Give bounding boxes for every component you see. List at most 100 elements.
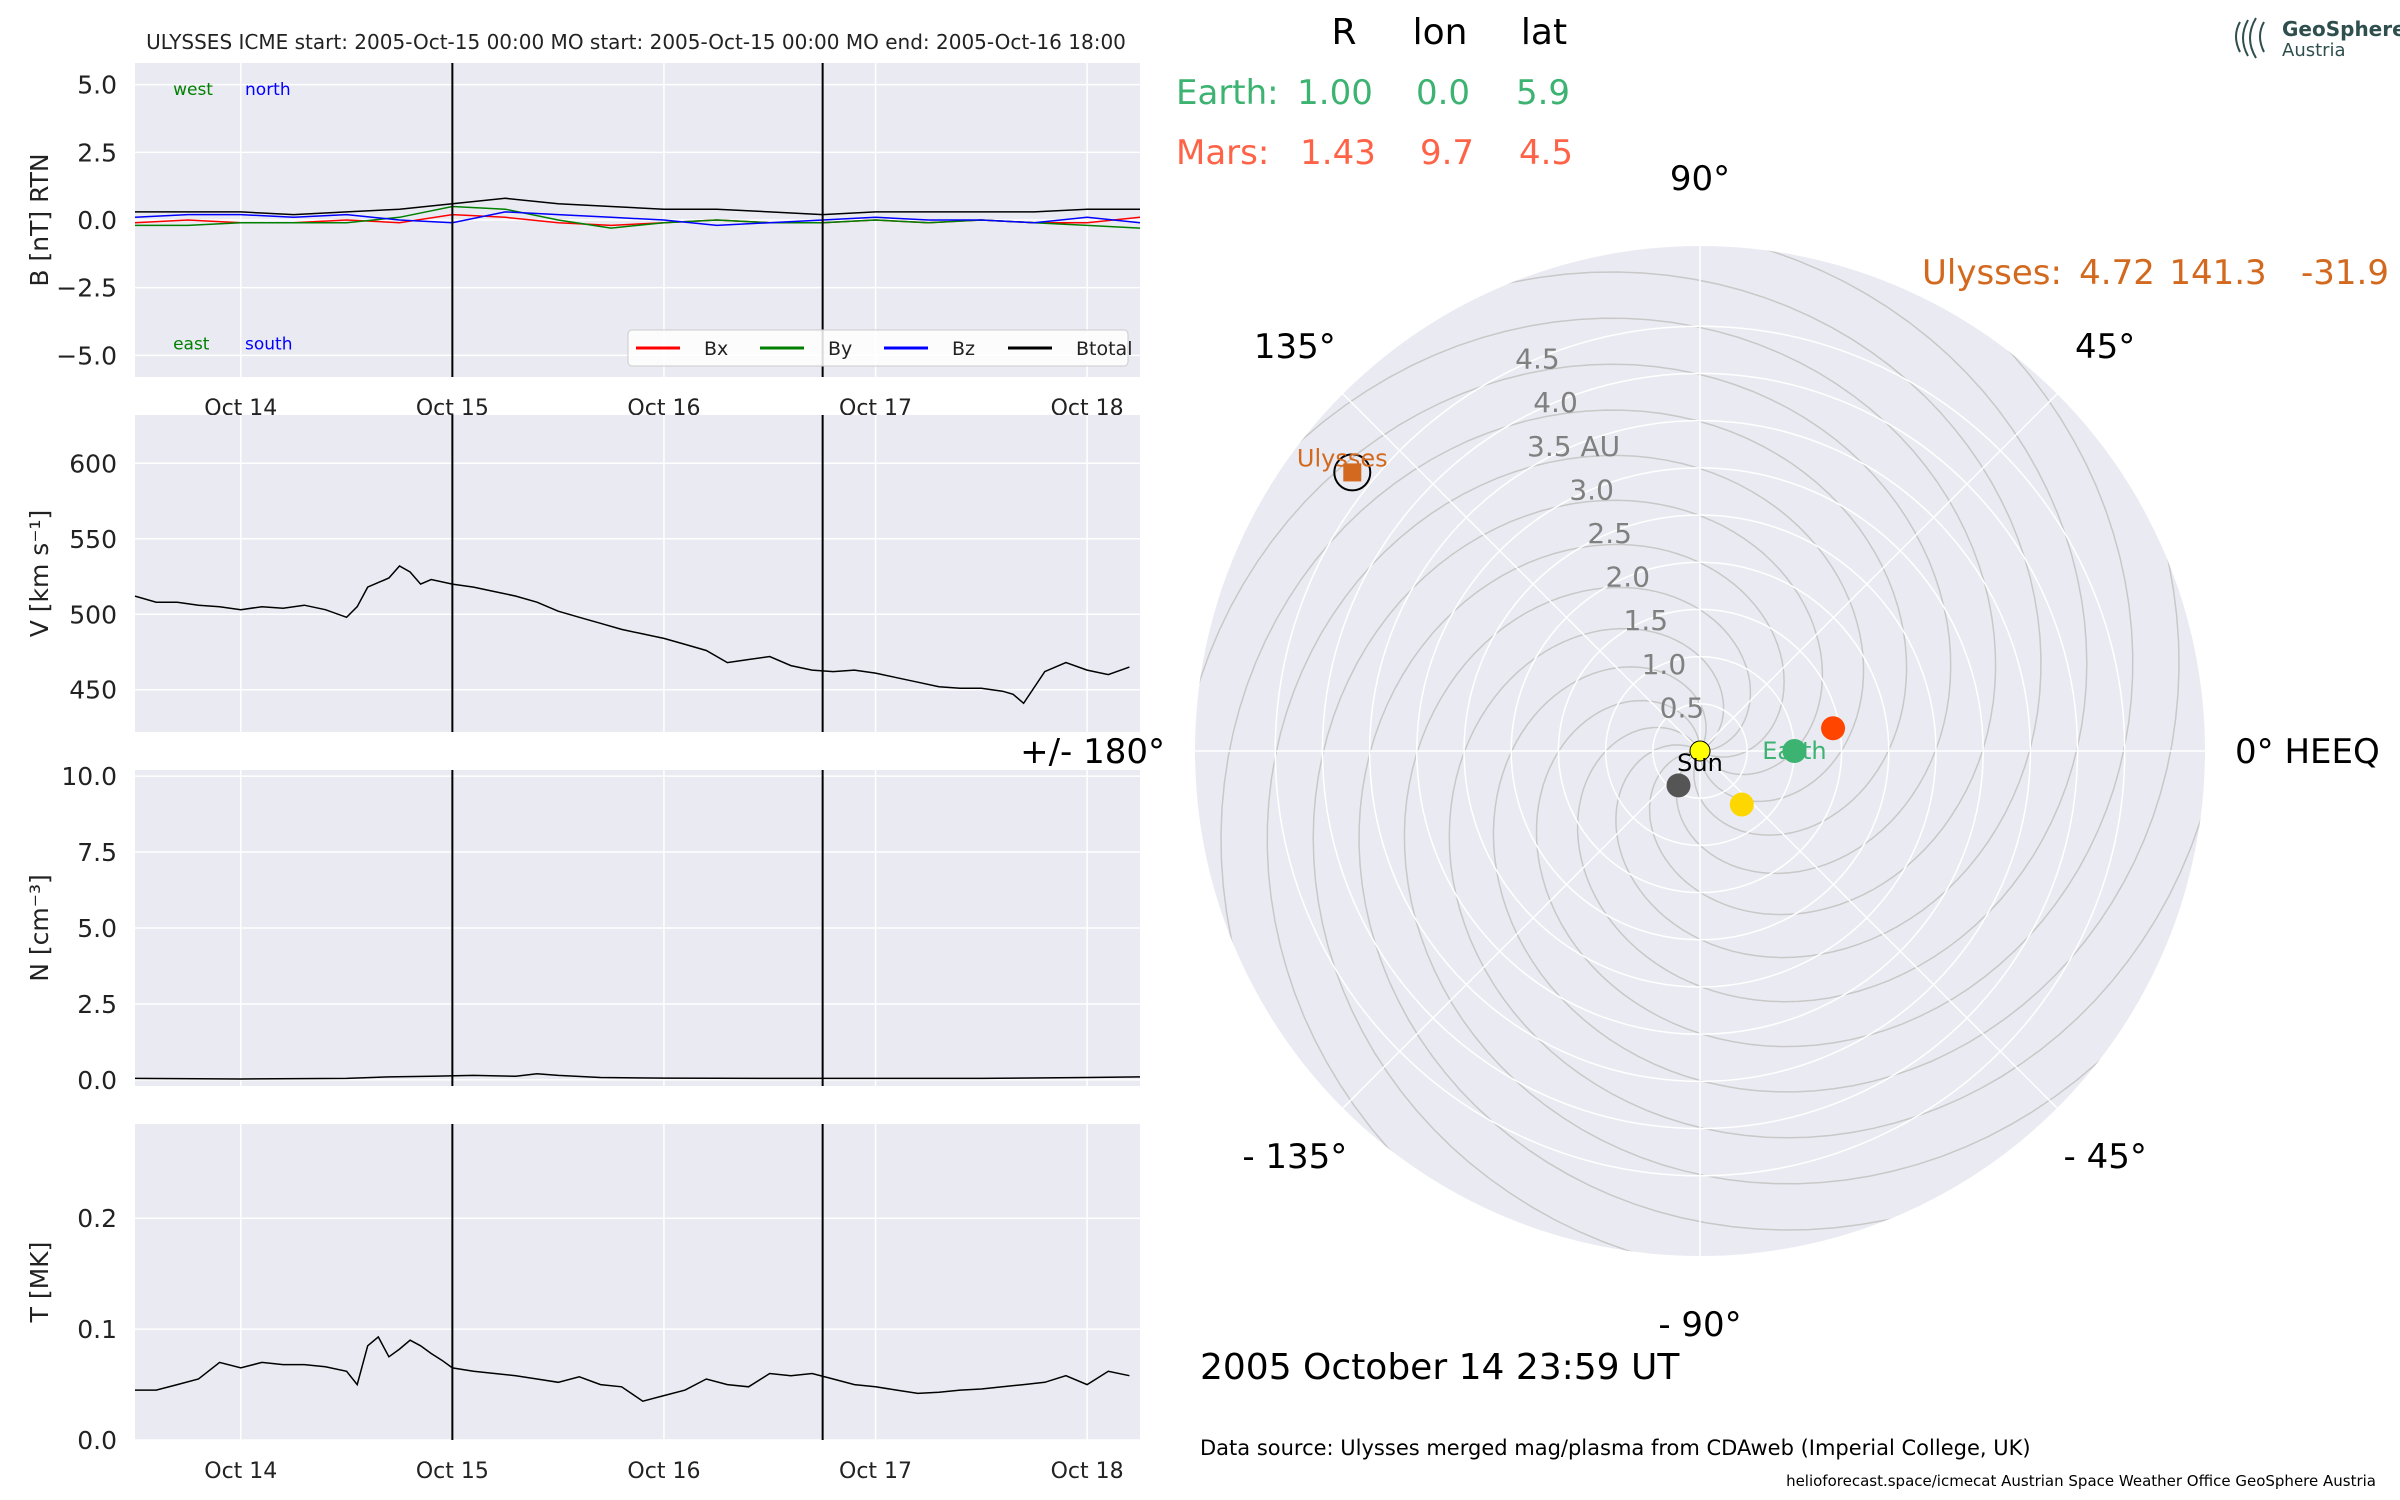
angle-label: +/- 180° bbox=[1020, 732, 1165, 772]
spiral-line bbox=[1448, 544, 2205, 1139]
ulysses-highlight-ring bbox=[1333, 453, 1372, 492]
y-tick-label: 7.5 bbox=[77, 838, 117, 867]
table-header-r: R bbox=[1331, 12, 1356, 53]
panel-background bbox=[135, 415, 1140, 732]
y-axis-label: B [nT] RTN bbox=[25, 153, 54, 286]
y-axis-label: N [cm⁻³] bbox=[25, 874, 54, 981]
mars-row-lat: 4.5 bbox=[1519, 133, 1573, 173]
x-tick-label: Oct 16 bbox=[627, 1459, 700, 1484]
legend-label-bx: Bx bbox=[704, 338, 728, 360]
radial-tick-label: 4.0 bbox=[1533, 386, 1578, 419]
spiral-line bbox=[1195, 317, 1997, 916]
spiral-line bbox=[1492, 315, 2180, 1093]
y-tick-label: 10.0 bbox=[61, 762, 117, 791]
mercury-marker bbox=[1666, 773, 1691, 798]
earth-label: Earth bbox=[1762, 737, 1826, 765]
venus-marker bbox=[1729, 792, 1754, 817]
y-tick-label: 2.5 bbox=[77, 138, 117, 167]
ts-panel-4: 0.2 0.1 0.0 T [MK] Oct 14 Oct 15 Oct 16 Oct 17 O… bbox=[25, 1124, 1140, 1484]
spiral-line bbox=[1403, 586, 2205, 1185]
x-tick-label: Oct 14 bbox=[204, 1459, 277, 1484]
earth-row-label: Earth: bbox=[1176, 73, 1279, 113]
annotation-east: east bbox=[173, 335, 210, 355]
ulysses-label: Ulysses bbox=[1297, 444, 1388, 472]
logo-mark-icon bbox=[2235, 17, 2265, 59]
y-tick-label: 2.5 bbox=[77, 990, 117, 1019]
mars-row-label: Mars: bbox=[1176, 133, 1269, 173]
spiral-line bbox=[1264, 271, 2042, 959]
legend-label-btotal: Btotal bbox=[1076, 338, 1132, 360]
y-tick-label: 0.1 bbox=[77, 1315, 117, 1344]
mars-marker bbox=[1821, 716, 1846, 741]
radial-tick-label: 2.5 bbox=[1587, 517, 1632, 550]
ulysses-row-lon: 141.3 bbox=[2169, 253, 2266, 293]
mars-row-lon: 9.7 bbox=[1420, 133, 1474, 173]
radial-tick-label: 0.5 bbox=[1660, 691, 1705, 724]
radial-tick-label: 1.0 bbox=[1642, 648, 1687, 681]
angle-label: 135° bbox=[1254, 327, 1336, 367]
y-tick-label: −2.5 bbox=[56, 274, 117, 303]
y-tick-label: 5.0 bbox=[77, 71, 117, 100]
angle-label: - 45° bbox=[2064, 1137, 2147, 1177]
spiral-line bbox=[1266, 454, 1865, 1256]
angle-label: 45° bbox=[2075, 327, 2135, 367]
y-tick-label: 0.2 bbox=[77, 1204, 117, 1233]
footer-credits: helioforecast.space/icmecat Austrian Spa… bbox=[1786, 1472, 2376, 1490]
legend-label-by: By bbox=[828, 338, 852, 360]
angular-gridline bbox=[1699, 750, 2058, 1109]
radial-tick-label: 3.0 bbox=[1569, 473, 1614, 506]
spiral-line bbox=[1358, 543, 2136, 1231]
y-tick-label: 0.0 bbox=[77, 1066, 117, 1095]
angle-label: - 90° bbox=[1658, 1305, 1741, 1345]
geosphere-logo: GeoSphere Austria bbox=[2235, 17, 2400, 61]
legend-label-bz: Bz bbox=[952, 338, 975, 360]
series-line-bz bbox=[134, 211, 1141, 227]
legend-box bbox=[627, 329, 1129, 367]
mars-row-r: 1.43 bbox=[1300, 133, 1376, 173]
angle-label: 0° HEEQ bbox=[2235, 732, 2380, 772]
y-axis-label: V [km s⁻¹] bbox=[25, 510, 54, 638]
earth-row-lon: 0.0 bbox=[1416, 73, 1470, 113]
legend: Bx By Bz Btotal bbox=[627, 329, 1132, 367]
y-tick-label: 500 bbox=[69, 600, 117, 629]
table-header-lat: lat bbox=[1521, 12, 1567, 53]
y-tick-label: 550 bbox=[69, 525, 117, 554]
ulysses-row-r: 4.72 bbox=[2079, 253, 2155, 293]
angle-label: 90° bbox=[1670, 159, 1730, 199]
x-tick-label: Oct 18 bbox=[1051, 1459, 1124, 1484]
timestamp: 2005 October 14 23:59 UT bbox=[1200, 1347, 1680, 1388]
sun-marker bbox=[1689, 740, 1711, 762]
y-tick-label: 0.0 bbox=[77, 206, 117, 235]
y-tick-label: −5.0 bbox=[56, 341, 117, 370]
angular-gridline bbox=[1699, 393, 2058, 752]
position-table: R lon lat Earth: 1.00 0.0 5.9 Mars: 1.43… bbox=[1176, 12, 2389, 293]
angular-gridline bbox=[1342, 750, 1701, 1109]
table-header-lon: lon bbox=[1413, 12, 1468, 53]
series-line-n bbox=[134, 1073, 1141, 1080]
data-source: Data source: Ulysses merged mag/plasma f… bbox=[1200, 1436, 2031, 1460]
ts-panel-2: 600 550 500 450 V [km s⁻¹] bbox=[25, 415, 1140, 732]
ulysses-row-label: Ulysses: bbox=[1922, 253, 2062, 293]
x-tick-label: Oct 17 bbox=[839, 1459, 912, 1484]
x-tick-label: Oct 15 bbox=[416, 1459, 489, 1484]
series-line-t bbox=[135, 1335, 1130, 1403]
angle-label: - 135° bbox=[1242, 1137, 1347, 1177]
earth-marker bbox=[1782, 739, 1807, 763]
earth-row-lat: 5.9 bbox=[1516, 73, 1570, 113]
y-tick-label: 450 bbox=[69, 676, 117, 705]
angular-gridline bbox=[1342, 393, 1701, 752]
panel-background bbox=[135, 1124, 1140, 1440]
ulysses-marker bbox=[1343, 463, 1362, 482]
radial-tick-label: 4.5 bbox=[1515, 343, 1560, 376]
y-axis-label: T [MK] bbox=[25, 1242, 54, 1324]
y-tick-label: 0.0 bbox=[77, 1426, 117, 1455]
annotation-west: west bbox=[173, 80, 213, 100]
sun-label: Sun bbox=[1677, 749, 1723, 777]
ulysses-row-lat: -31.9 bbox=[2301, 253, 2389, 293]
y-tick-label: 600 bbox=[69, 449, 117, 478]
spiral-line bbox=[1535, 246, 2134, 1048]
y-tick-label: 5.0 bbox=[77, 914, 117, 943]
ts-panel-3: 10.0 7.5 5.0 2.5 0.0 N [cm⁻³] bbox=[25, 762, 1141, 1095]
series-line-btotal bbox=[135, 197, 1140, 216]
